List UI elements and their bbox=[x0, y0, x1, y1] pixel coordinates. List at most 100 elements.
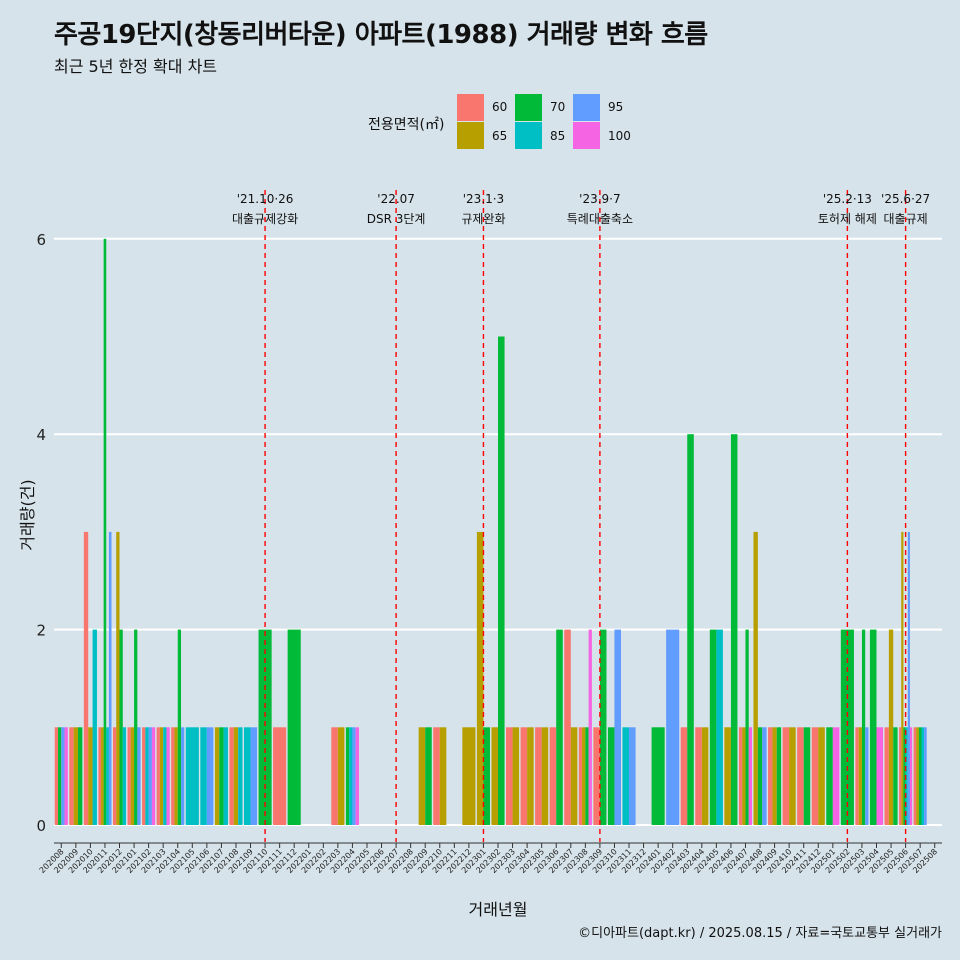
bar bbox=[337, 727, 345, 825]
bar bbox=[98, 727, 102, 825]
bar bbox=[127, 727, 131, 825]
bar bbox=[229, 727, 234, 825]
bar bbox=[666, 629, 680, 825]
bar bbox=[83, 531, 89, 825]
bar bbox=[865, 727, 869, 825]
bar bbox=[130, 727, 135, 825]
event-date-label: '22.07 bbox=[377, 192, 415, 206]
chart-subtitle: 최근 5년 한정 확대 차트 bbox=[54, 57, 218, 76]
legend-label-85: 85 bbox=[550, 129, 566, 143]
bar bbox=[349, 727, 353, 825]
event-date-label: '25.6·27 bbox=[881, 192, 930, 206]
bar bbox=[148, 727, 152, 825]
bar bbox=[250, 727, 258, 825]
bar bbox=[826, 727, 833, 825]
event-name-label: 대출규제강화 bbox=[232, 212, 298, 226]
bar bbox=[134, 629, 138, 825]
x-axis-title: 거래년월 bbox=[469, 900, 528, 919]
bar bbox=[185, 727, 199, 825]
bar bbox=[331, 727, 338, 825]
legend-swatch-60 bbox=[457, 94, 484, 121]
bar bbox=[200, 727, 207, 825]
bar bbox=[629, 727, 636, 825]
legend-swatch-85 bbox=[515, 122, 542, 149]
bar bbox=[585, 727, 589, 825]
bar bbox=[54, 727, 59, 825]
chart-title: 주공19단지(창동리버타운) 아파트(1988) 거래량 변화 흐름 bbox=[54, 20, 708, 50]
bar bbox=[92, 629, 97, 825]
bar bbox=[680, 727, 688, 825]
bar bbox=[709, 629, 717, 825]
bar bbox=[177, 629, 182, 825]
bar bbox=[921, 727, 925, 825]
bar bbox=[163, 727, 167, 825]
bar bbox=[564, 629, 571, 825]
bar bbox=[108, 531, 112, 825]
bar bbox=[527, 727, 534, 825]
bar bbox=[88, 727, 93, 825]
bar bbox=[913, 727, 917, 825]
bar bbox=[832, 727, 840, 825]
bar bbox=[73, 727, 79, 825]
bar bbox=[483, 727, 490, 825]
event-date-label: '23.1·3 bbox=[463, 192, 504, 206]
bar bbox=[622, 727, 630, 825]
bar bbox=[61, 727, 65, 825]
bar bbox=[345, 727, 350, 825]
bar bbox=[206, 727, 214, 825]
legend: 전용면적(㎡) 60 65 70 85 95 100 bbox=[366, 92, 656, 152]
bar bbox=[753, 531, 758, 825]
bar bbox=[106, 727, 109, 825]
bar bbox=[476, 531, 484, 825]
bar bbox=[578, 727, 583, 825]
bar bbox=[112, 727, 117, 825]
y-tick-label: 4 bbox=[36, 426, 46, 444]
bar bbox=[858, 727, 862, 825]
bar bbox=[588, 629, 592, 825]
bar bbox=[924, 727, 927, 825]
bar bbox=[888, 629, 894, 825]
bar bbox=[273, 727, 287, 825]
bar bbox=[570, 727, 578, 825]
legend-label-95: 95 bbox=[608, 100, 624, 114]
bar bbox=[355, 727, 359, 825]
bar bbox=[797, 727, 804, 825]
bar bbox=[840, 629, 854, 825]
bar bbox=[151, 727, 156, 825]
legend-swatch-65 bbox=[457, 122, 484, 149]
bar bbox=[772, 727, 777, 825]
bar bbox=[233, 727, 239, 825]
bar bbox=[287, 629, 301, 825]
bar bbox=[535, 727, 542, 825]
bar bbox=[593, 727, 600, 825]
event-name-label: 특례대출축소 bbox=[567, 212, 633, 226]
bar bbox=[556, 629, 563, 825]
bar bbox=[782, 727, 790, 825]
bar bbox=[876, 727, 884, 825]
bar bbox=[651, 727, 665, 825]
bar bbox=[69, 727, 74, 825]
legend-label-100: 100 bbox=[608, 129, 631, 143]
bar bbox=[103, 238, 107, 826]
bar bbox=[219, 727, 224, 825]
bar bbox=[137, 727, 141, 825]
bar bbox=[687, 434, 694, 825]
bar bbox=[776, 727, 782, 825]
bar bbox=[122, 727, 127, 825]
bar bbox=[730, 434, 738, 825]
bar bbox=[116, 531, 120, 825]
legend-label-65: 65 bbox=[492, 129, 508, 143]
bar bbox=[159, 727, 164, 825]
bar bbox=[145, 727, 149, 825]
bar bbox=[174, 727, 178, 825]
legend-swatch-95 bbox=[573, 94, 600, 121]
bar bbox=[352, 727, 356, 825]
y-tick-label: 6 bbox=[36, 231, 46, 249]
event-name-label: 대출규제 bbox=[884, 212, 928, 226]
bar bbox=[901, 531, 904, 825]
event-name-label: 규제완화 bbox=[461, 212, 505, 226]
bar bbox=[742, 727, 746, 825]
bar bbox=[506, 727, 513, 825]
bar bbox=[701, 727, 709, 825]
y-axis-title: 거래량(건) bbox=[18, 479, 37, 550]
